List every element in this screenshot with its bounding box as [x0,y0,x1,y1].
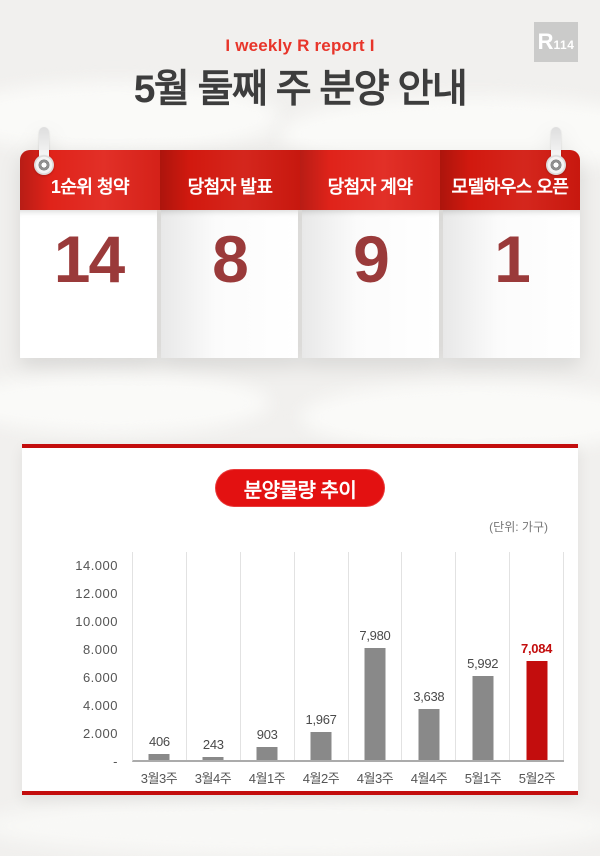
bar [310,732,332,760]
bar-value-label: 1,967 [305,712,337,727]
calendar-label: 1순위 청약 [50,177,130,197]
y-tick-label: 4.000 [82,698,118,713]
bar-value-label: 5,992 [467,656,499,671]
bar [256,747,278,760]
calendar-body: 14 8 9 1 [20,210,580,358]
chart-card: 분양물량 추이 (단위: 가구) 14.000 12.000 10.000 8.000… [22,444,578,795]
calendar-count: 1 [494,222,531,296]
x-axis-label: 5월2주 [518,771,556,786]
cloud-decoration [0,372,270,434]
cloud-decoration [0,796,600,856]
x-axis-label: 4월1주 [248,771,286,786]
bar [364,648,386,760]
calendar-cell: 14 [20,210,157,358]
calendar-cell: 9 [302,210,439,358]
calendar-cell: 1 [443,210,580,358]
calendar-ring-right-icon [546,127,566,179]
calendar-header-model-house: 모델하우스 오픈 [440,150,580,210]
x-axis-label: 4월4주 [410,771,448,786]
chart-cell: 1,967 [295,552,349,760]
calendar-count: 14 [53,222,125,296]
r114-logo-text: R [537,29,554,54]
calendar-summary-card: 1순위 청약 당첨자 발표 당첨자 계약 모델하우스 오픈 14 8 9 1 [20,127,580,358]
chart-cell: 7,084 [510,552,564,760]
x-axis: 3월3주 3월4주 4월1주 4월2주 4월3주 4월4주 5월1주 5월2주 [132,762,564,787]
bar [418,709,440,760]
chart-cell: 3,638 [402,552,457,760]
chart-title-badge: 분양물량 추이 [215,469,385,507]
r114-logo: R 114 [534,22,578,62]
calendar-cell: 8 [161,210,298,358]
y-tick-label: 14.000 [75,558,118,573]
chart-cell: 903 [241,552,295,760]
bar-value-label: 3,638 [413,689,445,704]
x-axis-label: 3월4주 [194,771,232,786]
y-axis: 14.000 12.000 10.000 8.000 6.000 4.000 2.000 - [22,552,118,769]
x-axis-label: 5월1주 [464,771,502,786]
calendar-header-winner-contract: 당첨자 계약 [300,150,440,210]
bar [472,676,494,760]
calendar-count: 8 [212,222,249,296]
bar-highlighted [526,661,548,760]
infographic-page: { "header": { "report_tag": "I weekly R … [0,22,600,795]
calendar-header: 1순위 청약 당첨자 발표 당첨자 계약 모델하우스 오픈 [20,150,580,210]
y-tick-label: 12.000 [75,586,118,601]
bar-value-label: 7,084 [521,641,553,656]
chart-unit-label: (단위: 가구) [489,520,548,534]
chart-plot-area: 406 243 903 1,967 7,980 3,638 5,992 7,084 [132,552,564,762]
bar [202,757,224,760]
calendar-count: 9 [353,222,390,296]
calendar-header-winner-announce: 당첨자 발표 [160,150,300,210]
calendar-label: 당첨자 계약 [327,177,413,197]
calendar-label: 당첨자 발표 [187,177,273,197]
cloud-decoration [300,382,600,452]
y-tick-label: - [113,754,118,769]
bar-value-label: 243 [202,737,224,752]
y-tick-label: 2.000 [82,726,118,741]
y-tick-label: 10.000 [75,614,118,629]
page-title: 5월 둘째 주 분양 안내 [133,68,468,111]
x-axis-label: 4월2주 [302,771,340,786]
bar [148,754,170,760]
chart-cell: 406 [133,552,187,760]
y-tick-label: 6.000 [82,670,118,685]
bar-chart: 14.000 12.000 10.000 8.000 6.000 4.000 2.000- … [22,552,578,787]
report-tag: I weekly R report I [225,36,375,55]
bar-value-label: 7,980 [359,628,391,643]
chart-cell: 5,992 [456,552,511,760]
chart-cell: 7,980 [349,552,403,760]
chart-cell: 243 [187,552,241,760]
x-axis-label: 3월3주 [140,771,178,786]
calendar-label: 모델하우스 오픈 [451,177,569,197]
y-tick-label: 8.000 [82,642,118,657]
calendar-ring-left-icon [34,127,54,179]
x-axis-label: 4월3주 [356,771,394,786]
bar-value-label: 406 [149,734,170,749]
bar-value-label: 903 [256,727,278,742]
